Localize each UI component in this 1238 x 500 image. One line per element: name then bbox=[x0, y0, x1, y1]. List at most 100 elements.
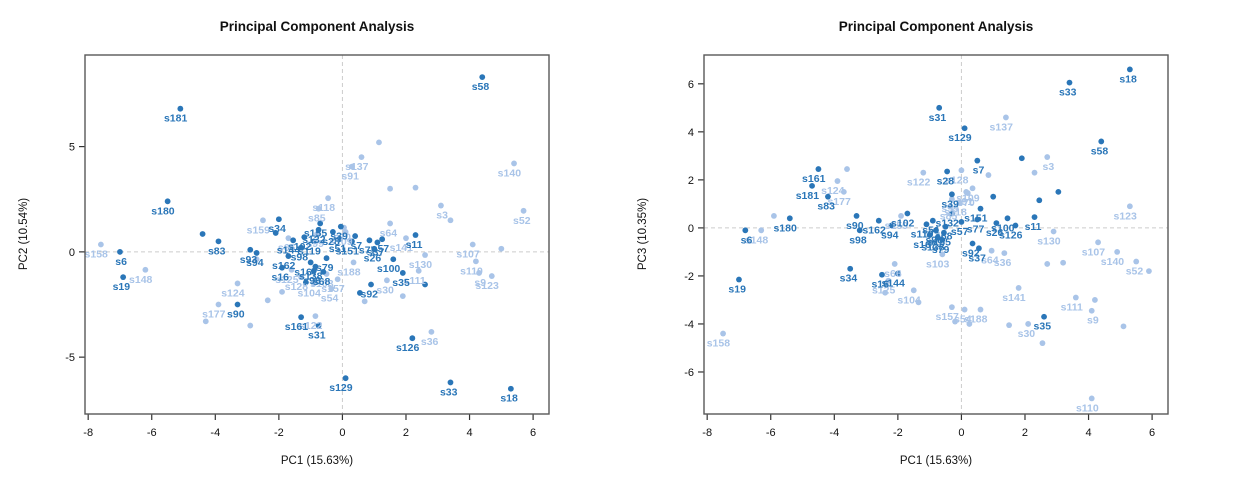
data-point bbox=[307, 259, 314, 266]
point-label: s6 bbox=[115, 256, 127, 268]
data-point bbox=[923, 221, 930, 228]
data-point bbox=[260, 217, 266, 224]
y-tick-label: 0 bbox=[69, 247, 75, 259]
point-label: s18 bbox=[1119, 73, 1137, 85]
point-label: s159 bbox=[885, 220, 909, 232]
x-tick-label: -6 bbox=[147, 427, 157, 439]
point-label: s102 bbox=[288, 241, 312, 253]
pca-scatter-pc1-pc3: Principal Component Analysis PC1 (15.63%… bbox=[637, 19, 1169, 467]
data-point bbox=[961, 306, 968, 313]
point-label: s33 bbox=[440, 386, 458, 398]
data-point bbox=[1098, 138, 1105, 145]
point-label: s125 bbox=[275, 274, 299, 286]
axis-ticks: -8 -6 -4 -2 0 2 4 6 -6 -4 -2 0 2 4 6 bbox=[684, 79, 1155, 439]
x-tick-label: -8 bbox=[83, 427, 93, 439]
data-point bbox=[285, 253, 292, 259]
point-label: s39 bbox=[330, 231, 348, 243]
point-label: s144 bbox=[277, 244, 301, 256]
data-point bbox=[412, 184, 419, 191]
data-point bbox=[361, 298, 368, 305]
point-label: s58 bbox=[472, 81, 490, 93]
pca-scatter-pc1-pc2: Principal Component Analysis PC1 (15.63%… bbox=[18, 19, 550, 467]
point-label: s7 bbox=[973, 165, 985, 177]
data-point bbox=[350, 259, 357, 266]
point-label: s125 bbox=[872, 285, 896, 297]
data-point bbox=[840, 188, 847, 195]
data-point bbox=[952, 318, 958, 325]
zero-reference-lines bbox=[85, 55, 549, 414]
data-point bbox=[988, 247, 995, 254]
data-point bbox=[853, 212, 860, 219]
data-point bbox=[993, 220, 1000, 226]
data-point bbox=[215, 301, 222, 308]
data-point bbox=[888, 222, 895, 229]
point-label: s104 bbox=[297, 287, 321, 299]
point-label: s161 bbox=[802, 173, 826, 185]
point-label: s9 bbox=[1087, 315, 1099, 327]
data-point bbox=[312, 263, 319, 270]
point-label: s111 bbox=[403, 275, 425, 287]
point-label: s157 bbox=[321, 283, 345, 295]
y-tick-label: -5 bbox=[65, 352, 75, 364]
point-label: s19 bbox=[728, 284, 746, 296]
point-label: s103 bbox=[926, 258, 950, 270]
data-point bbox=[409, 335, 416, 342]
data-point bbox=[958, 218, 965, 225]
data-point bbox=[809, 182, 815, 189]
data-point bbox=[349, 163, 355, 170]
point-label: s34 bbox=[840, 273, 858, 285]
point-label: s124 bbox=[221, 287, 245, 299]
point-label: s118 bbox=[312, 202, 335, 214]
point-label: s11 bbox=[1025, 221, 1042, 233]
point-label: s157 bbox=[936, 311, 960, 323]
point-label: s52 bbox=[1126, 266, 1144, 278]
point-label: s93 bbox=[240, 254, 258, 266]
point-label: s3 bbox=[1043, 161, 1055, 173]
data-point bbox=[1044, 154, 1051, 160]
point-label: s107 bbox=[1082, 246, 1106, 258]
data-point bbox=[253, 256, 260, 263]
data-point bbox=[875, 217, 882, 224]
data-point bbox=[279, 288, 285, 295]
point-label: s130 bbox=[409, 259, 433, 271]
data-point bbox=[387, 185, 393, 192]
point-label: s35 bbox=[392, 277, 410, 289]
data-point bbox=[507, 385, 514, 392]
x-tick-label: -6 bbox=[766, 427, 776, 439]
data-point bbox=[758, 227, 765, 234]
point-label: s162 bbox=[272, 260, 296, 272]
data-point bbox=[469, 241, 476, 248]
data-point bbox=[1044, 261, 1051, 267]
point-label: s161 bbox=[285, 321, 309, 333]
data-point bbox=[898, 212, 904, 219]
data-point bbox=[479, 74, 486, 81]
data-point bbox=[285, 235, 292, 242]
point-label: s129 bbox=[948, 132, 972, 144]
data-point bbox=[428, 328, 435, 335]
point-label: s34 bbox=[268, 223, 286, 235]
point-label: s36 bbox=[421, 336, 439, 348]
data-point bbox=[1039, 340, 1046, 347]
x-tick-label: -2 bbox=[274, 427, 284, 439]
data-point bbox=[234, 280, 241, 287]
y-tick-label: -2 bbox=[684, 271, 694, 283]
data-point bbox=[376, 139, 382, 146]
point-label: s7 bbox=[350, 240, 362, 252]
point-label: s119 bbox=[298, 245, 321, 257]
data-point bbox=[1072, 294, 1079, 301]
data-point bbox=[336, 236, 343, 243]
point-label: s33 bbox=[1059, 87, 1077, 99]
data-point bbox=[1146, 268, 1152, 275]
data-point bbox=[317, 220, 324, 227]
data-point bbox=[1060, 259, 1067, 266]
data-point bbox=[1004, 215, 1011, 222]
point-label: s85 bbox=[940, 210, 958, 222]
point-label: s141 bbox=[1002, 292, 1026, 304]
plot-border bbox=[703, 54, 1169, 415]
data-point bbox=[947, 203, 954, 210]
data-point bbox=[1088, 307, 1095, 314]
data-point bbox=[856, 227, 863, 234]
data-point bbox=[315, 322, 322, 329]
point-label: s104 bbox=[897, 294, 921, 306]
point-label: s39 bbox=[941, 198, 959, 210]
